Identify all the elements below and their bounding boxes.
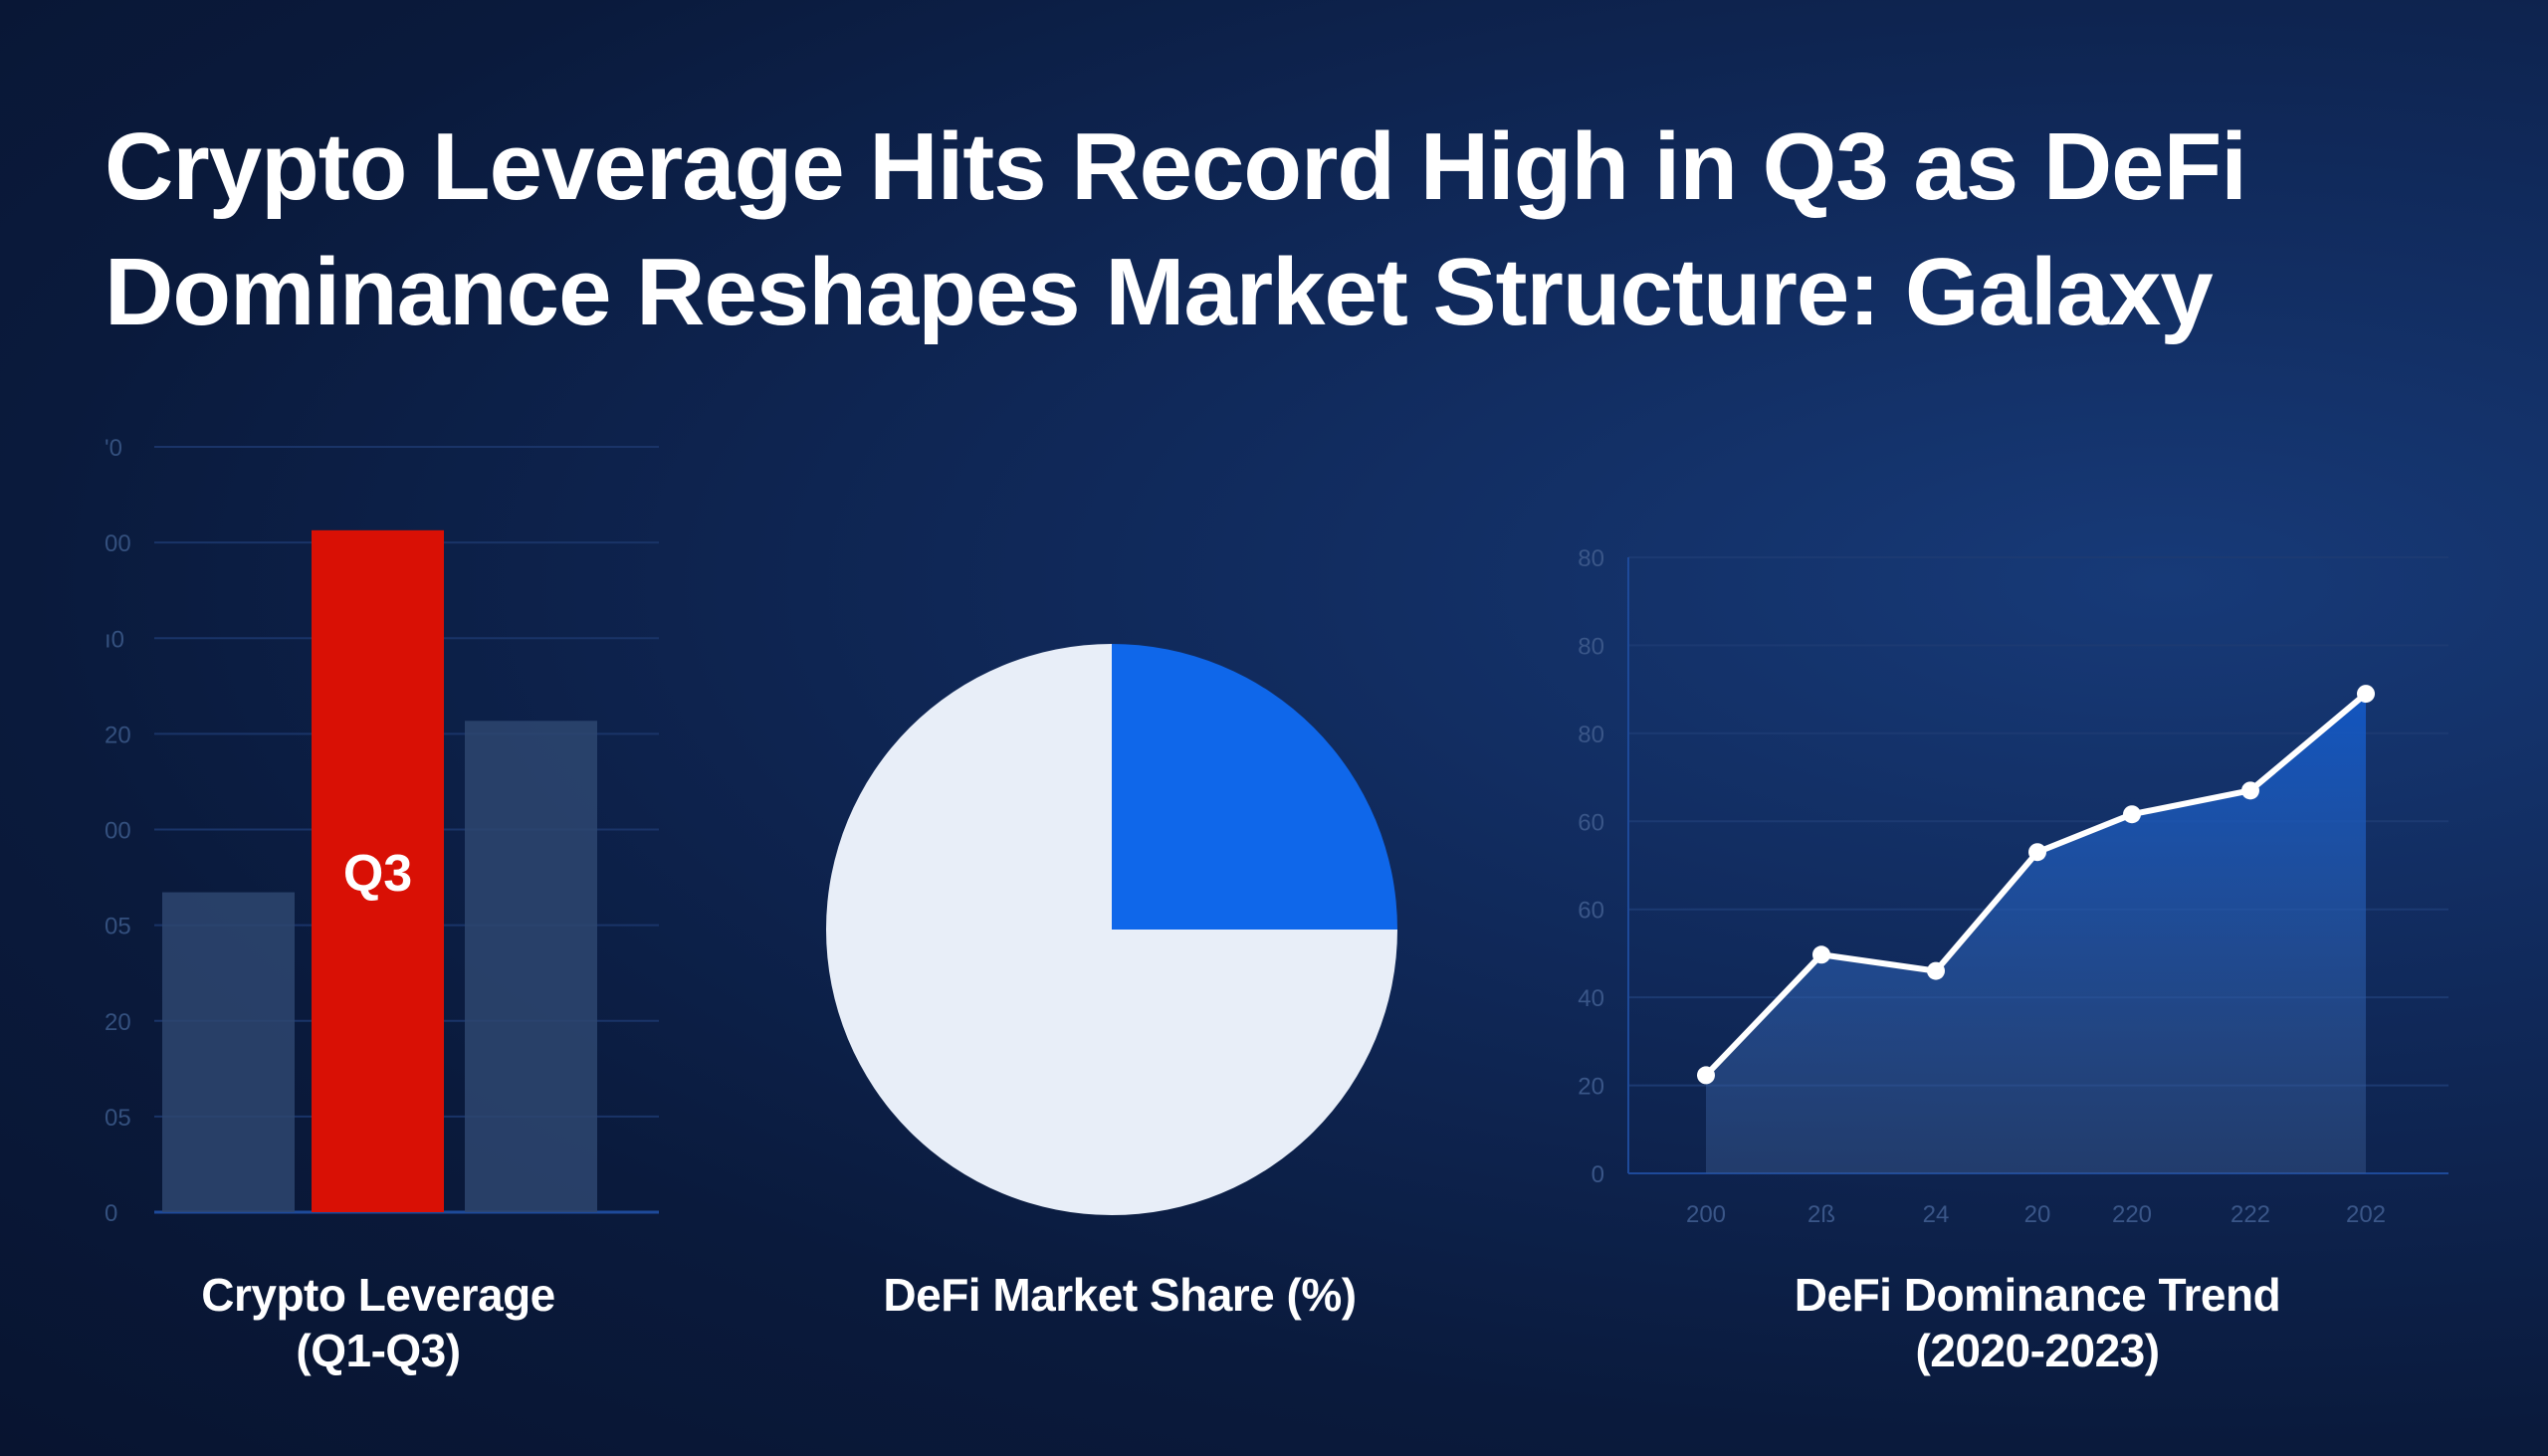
area-ytick-label: 60: [1578, 898, 1604, 925]
area-ytick-label: 80: [1578, 545, 1604, 572]
headline-line-1: Crypto Leverage Hits Record High in Q3 a…: [105, 113, 2247, 220]
headline-line-2: Dominance Reshapes Market Structure: Gal…: [105, 239, 2214, 345]
area-data-point: [2028, 843, 2046, 862]
bar-chart-title: Crypto Leverage: [201, 1269, 555, 1321]
area-ytick-label: 40: [1578, 985, 1604, 1012]
bar-ytick-label: 20: [105, 722, 131, 748]
bar-ytick-label: 20: [105, 1009, 131, 1036]
pie-chart-caption: DeFi Market Share (%): [883, 1269, 1357, 1321]
area-data-point: [1812, 945, 1830, 964]
bar-ytick-label: '0: [105, 435, 122, 462]
bar-ytick-label: 0: [105, 1200, 117, 1227]
pie-slice-defi: [1112, 644, 1397, 930]
area-chart-subtitle: (2020-2023): [1915, 1325, 2160, 1376]
area-data-point: [1927, 961, 1945, 980]
bar-chart-caption: Crypto Leverage (Q1-Q3): [30, 1267, 727, 1378]
bar-ytick-label: ı0: [105, 626, 124, 653]
bar-chart-subtitle: (Q1-Q3): [296, 1325, 461, 1376]
area-xtick-label: 2ß: [1807, 1201, 1835, 1228]
area-ytick-label: 60: [1578, 809, 1604, 836]
area-xtick-label: 222: [2230, 1201, 2270, 1228]
area-xtick-label: 220: [2112, 1201, 2152, 1228]
area-chart-title: DeFi Dominance Trend: [1794, 1269, 2281, 1321]
bar-ytick-label: 00: [105, 530, 131, 557]
area-ytick-label: 20: [1578, 1074, 1604, 1101]
area-xtick-label: 20: [2024, 1201, 2051, 1228]
area-xtick-label: 202: [2346, 1201, 2386, 1228]
bar-data-label: Q3: [343, 845, 412, 903]
bar-q2: [312, 529, 444, 1212]
bar-q1: [162, 892, 295, 1212]
area-ytick-label: 0: [1592, 1161, 1604, 1188]
bar-ytick-label: 05: [105, 914, 131, 940]
area-fill: [1706, 694, 2366, 1173]
area-ytick-label: 80: [1578, 633, 1604, 660]
area-xtick-label: 200: [1686, 1201, 1726, 1228]
area-data-point: [2123, 805, 2141, 824]
bar-ytick-label: 00: [105, 818, 131, 845]
area-chart-caption: DeFi Dominance Trend (2020-2023): [1689, 1267, 2386, 1378]
headline: Crypto Leverage Hits Record High in Q3 a…: [105, 104, 2247, 355]
area-data-point: [2357, 685, 2375, 704]
bar-q3: [465, 721, 597, 1212]
area-data-point: [2241, 781, 2259, 800]
area-xtick-label: 24: [1923, 1201, 1950, 1228]
pie-slice-other: [826, 644, 1397, 1215]
area-data-point: [1697, 1066, 1715, 1085]
bar-ytick-label: 05: [105, 1105, 131, 1132]
area-ytick-label: 80: [1578, 722, 1604, 748]
